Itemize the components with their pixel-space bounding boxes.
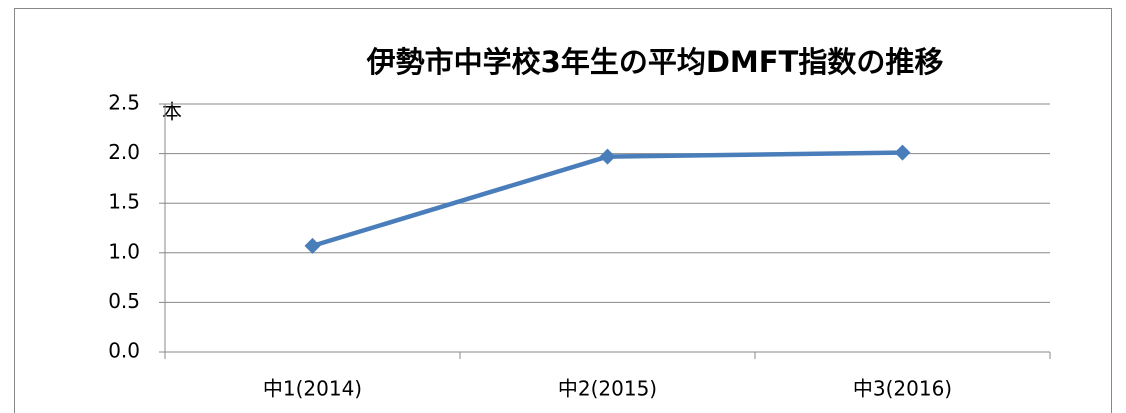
x-tick-label: 中2(2015): [558, 377, 657, 401]
y-axis-label: 本: [162, 100, 182, 124]
marker: [304, 237, 321, 254]
x-tick-label: 中3(2016): [853, 377, 952, 401]
y-tick-label: 0.5: [108, 289, 140, 313]
chart-title: 伊勢市中学校3年生の平均DMFT指数の推移: [366, 45, 944, 79]
x-tick-label: 中1(2014): [263, 377, 362, 401]
y-tick-label: 0.0: [108, 339, 140, 363]
marker: [599, 148, 616, 165]
marker: [894, 144, 911, 161]
y-tick-label: 1.0: [108, 239, 140, 263]
y-tick-label: 2.0: [108, 140, 140, 164]
y-tick-label: 2.5: [108, 91, 140, 115]
chart-border: [14, 8, 1112, 413]
y-tick-label: 1.5: [108, 190, 140, 214]
